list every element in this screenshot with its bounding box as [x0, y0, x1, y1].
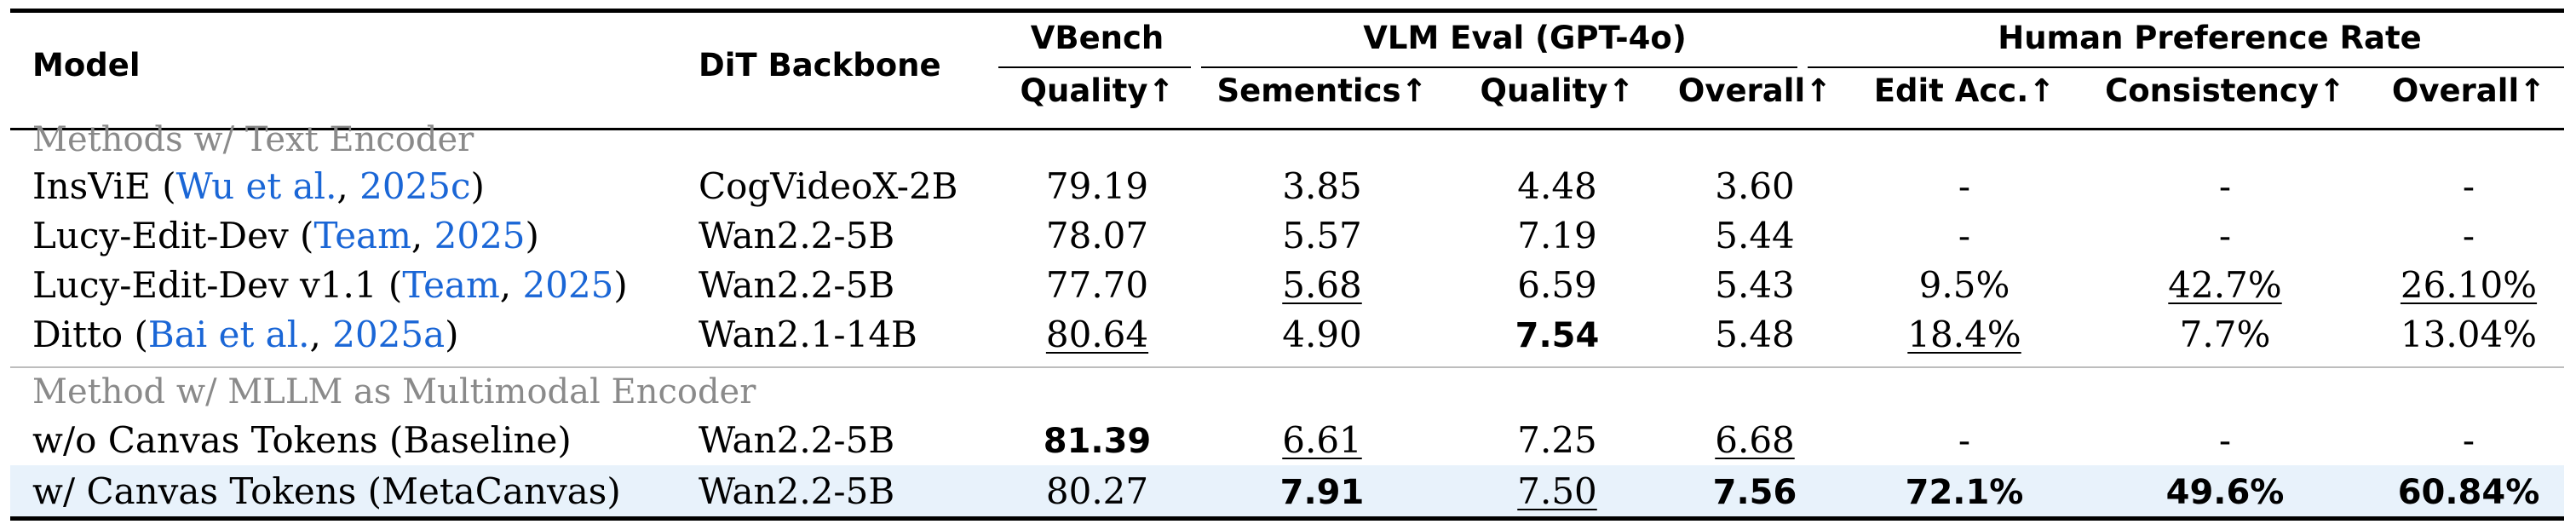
table-cell-semantics: 3.85	[1282, 165, 1362, 207]
table-cell-semantics: 5.68	[1282, 264, 1362, 306]
table-row-model: InsViE (Wu et al., 2025c)	[32, 165, 485, 207]
table-cell-vlm-overall: 7.56	[1712, 473, 1797, 512]
table-row-model: Lucy-Edit-Dev (Team, 2025)	[32, 215, 539, 256]
table-cell-backbone: Wan2.1-14B	[699, 314, 917, 355]
table-cell-consistency: -	[2218, 419, 2232, 461]
table-row-model: Lucy-Edit-Dev v1.1 (Team, 2025)	[32, 264, 628, 306]
citation-author-link[interactable]: Bai et al.	[147, 314, 310, 355]
table-cell-hp-overall: -	[2462, 419, 2475, 461]
table-cell-vbench-quality: 78.07	[1045, 215, 1149, 256]
table-cell-consistency: 42.7%	[2168, 264, 2282, 306]
table-cell-backbone: Wan2.2-5B	[699, 215, 895, 256]
citation-author-link[interactable]: Wu et al.	[175, 165, 337, 207]
table-cell-edit-acc: 9.5%	[1918, 264, 2010, 306]
human-pref-subrule	[1808, 66, 2564, 68]
table-cell-vlm-overall: 5.43	[1715, 264, 1795, 306]
table-cell-vbench-quality: 80.27	[1045, 470, 1149, 512]
header-vlm-quality: Quality↑	[1480, 72, 1635, 109]
table-cell-vlm-quality: 7.25	[1517, 419, 1597, 461]
header-model: Model	[32, 47, 141, 84]
table-cell-semantics: 5.57	[1282, 215, 1362, 256]
table-cell-model: w/o Canvas Tokens (Baseline)	[32, 419, 572, 461]
table-cell-vlm-quality: 7.50	[1517, 470, 1597, 512]
citation-author-link[interactable]: Team	[313, 215, 411, 256]
table-cell-vbench-quality: 80.64	[1045, 314, 1149, 355]
header-human-pref: Human Preference Rate	[1998, 20, 2422, 56]
model-name: Lucy-Edit-Dev	[32, 215, 289, 256]
table-cell-hp-overall: -	[2462, 165, 2475, 207]
table-cell-vbench-quality: 81.39	[1043, 422, 1152, 461]
header-consistency: Consistency↑	[2105, 72, 2345, 109]
table-cell-vlm-quality: 4.48	[1517, 165, 1597, 207]
citation-author-link[interactable]: Team	[402, 264, 500, 306]
group-label-mllm-encoder: Method w/ MLLM as Multimodal Encoder	[32, 372, 756, 412]
table-cell-vlm-overall: 5.48	[1715, 314, 1795, 355]
table-cell-hp-overall: 13.04%	[2400, 314, 2538, 355]
table-cell-vlm-quality: 7.19	[1517, 215, 1597, 256]
table-cell-backbone: Wan2.2-5B	[699, 470, 895, 512]
vlm-eval-subrule	[1201, 66, 1797, 68]
table-cell-consistency: -	[2218, 165, 2232, 207]
table-cell-hp-overall: -	[2462, 215, 2475, 256]
table-cell-vlm-overall: 5.44	[1715, 215, 1795, 256]
highlight-row-bg	[10, 465, 2564, 516]
table-cell-edit-acc: -	[1958, 419, 1971, 461]
table-cell-vlm-overall: 3.60	[1715, 165, 1795, 207]
bottom-rule	[10, 516, 2564, 521]
header-vlm-eval: VLM Eval (GPT-4o)	[1363, 20, 1687, 56]
group-label-text-encoder: Methods w/ Text Encoder	[32, 120, 474, 159]
table-cell-semantics: 7.91	[1279, 473, 1365, 512]
header-backbone: DiT Backbone	[699, 47, 941, 84]
vbench-subrule	[998, 66, 1191, 68]
table-row-model: Ditto (Bai et al., 2025a)	[32, 314, 459, 355]
header-hp-overall: Overall↑	[2391, 72, 2546, 109]
citation-year-link[interactable]: 2025a	[332, 314, 446, 355]
table-cell-consistency: 49.6%	[2165, 473, 2285, 512]
header-rule	[10, 128, 2564, 130]
citation-year-link[interactable]: 2025c	[359, 165, 471, 207]
table-cell-vlm-quality: 6.59	[1517, 264, 1597, 306]
table-cell-consistency: -	[2218, 215, 2232, 256]
header-edit-acc: Edit Acc.↑	[1873, 72, 2056, 109]
table-cell-hp-overall: 60.84%	[2397, 473, 2540, 512]
header-semantics: Sementics↑	[1216, 72, 1428, 109]
table-cell-semantics: 4.90	[1282, 314, 1362, 355]
table-cell-semantics: 6.61	[1282, 419, 1362, 461]
table-cell-edit-acc: -	[1958, 215, 1971, 256]
citation-year-link[interactable]: 2025	[434, 215, 526, 256]
model-name: InsViE	[32, 165, 151, 207]
top-rule	[10, 9, 2564, 13]
model-name: Ditto	[32, 314, 124, 355]
table-cell-backbone: Wan2.2-5B	[699, 419, 895, 461]
group-divider	[10, 366, 2564, 368]
table-cell-consistency: 7.7%	[2179, 314, 2271, 355]
citation-year-link[interactable]: 2025	[522, 264, 614, 306]
table-cell-edit-acc: -	[1958, 165, 1971, 207]
table-cell-vbench-quality: 79.19	[1045, 165, 1149, 207]
table-cell-vlm-overall: 6.68	[1715, 419, 1795, 461]
table-cell-vbench-quality: 77.70	[1045, 264, 1149, 306]
table-cell-edit-acc: 18.4%	[1907, 314, 2021, 355]
table-cell-vlm-quality: 7.54	[1515, 316, 1600, 355]
header-vbench-quality: Quality↑	[1020, 72, 1175, 109]
table-cell-model: w/ Canvas Tokens (MetaCanvas)	[32, 470, 621, 512]
table-cell-backbone: CogVideoX-2B	[699, 165, 958, 207]
header-vlm-overall: Overall↑	[1677, 72, 1832, 109]
table-cell-edit-acc: 72.1%	[1905, 473, 2024, 512]
table-cell-hp-overall: 26.10%	[2400, 264, 2538, 306]
table-cell-backbone: Wan2.2-5B	[699, 264, 895, 306]
header-vbench: VBench	[1030, 20, 1164, 56]
model-name: Lucy-Edit-Dev v1.1	[32, 264, 377, 306]
